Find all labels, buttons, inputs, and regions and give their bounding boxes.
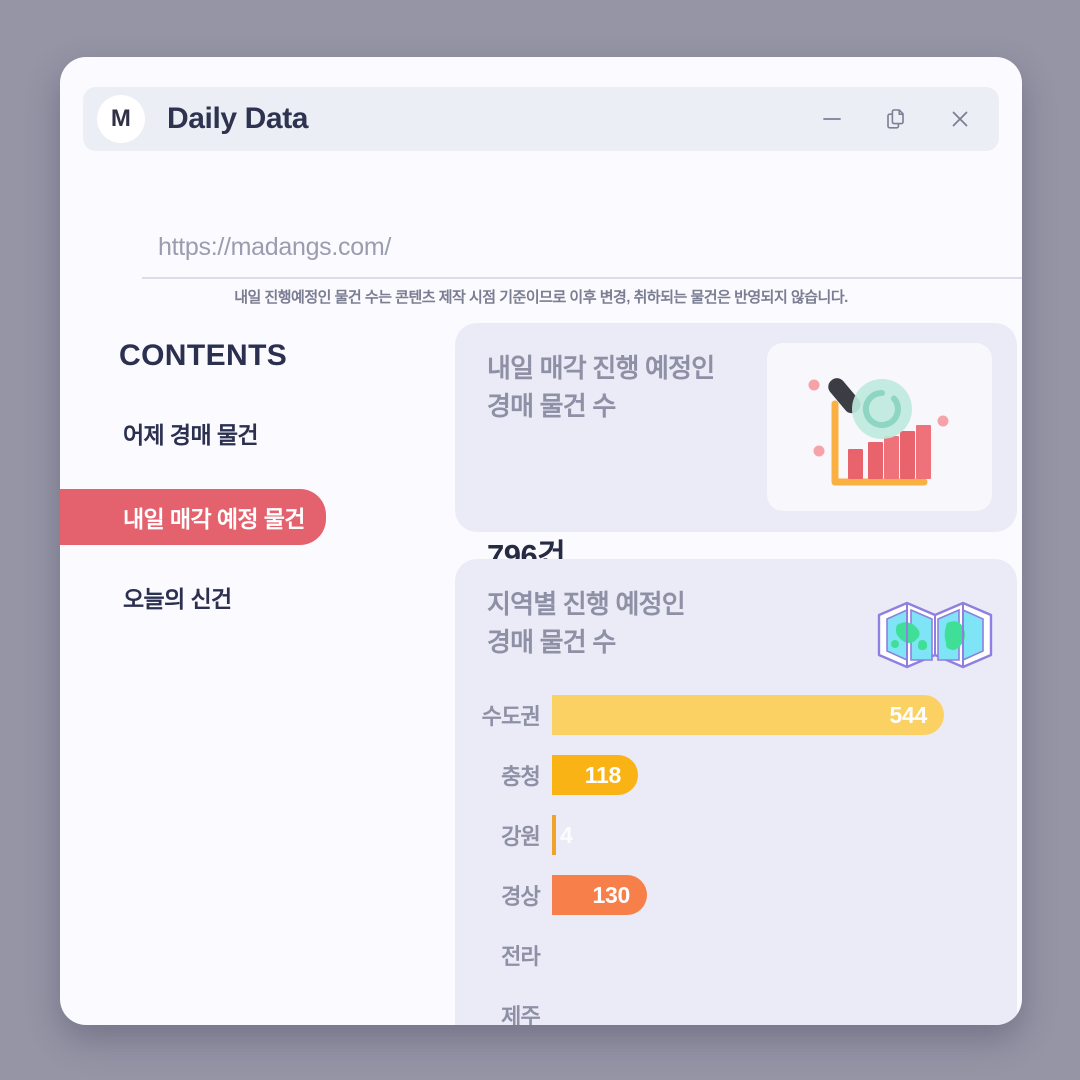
sidebar-item-label: 오늘의 신건 (123, 586, 232, 612)
summary-card: 내일 매각 진행 예정인 경매 물건 수 796건 (455, 323, 1017, 573)
sidebar: CONTENTS 어제 경매 물건 내일 매각 예정 물건 오늘의 신건 (60, 339, 396, 623)
bar-fill: 544 (552, 695, 944, 735)
bar-row: 충청 118 (455, 745, 1017, 805)
region-card: 지역별 진행 예정인 경매 물건 수 (455, 559, 1017, 1025)
page-title: Daily Data (167, 102, 309, 135)
restore-button[interactable] (879, 102, 913, 136)
address-bar[interactable]: https://madangs.com/ (60, 217, 1022, 277)
close-icon (948, 107, 972, 131)
copy-pages-icon (883, 106, 909, 132)
bar-row: 경상 130 (455, 865, 1017, 925)
bar-track (552, 995, 1017, 1025)
avatar: M (97, 95, 145, 143)
bar-fill: 118 (552, 755, 638, 795)
browser-window: M Daily Data (60, 57, 1022, 1025)
summary-card-title: 내일 매각 진행 예정인 경매 물건 수 (487, 353, 715, 422)
bar-label: 전라 (501, 944, 541, 969)
folded-map-icon (875, 597, 995, 673)
bar-fill: 4 (552, 815, 573, 855)
bar-row: 제주 (455, 985, 1017, 1025)
sidebar-item-today-new[interactable]: 오늘의 신건 (60, 571, 396, 623)
minimize-button[interactable] (815, 102, 849, 136)
bar-row: 강원 4 (455, 805, 1017, 865)
url-text: https://madangs.com/ (158, 232, 392, 261)
sidebar-heading: CONTENTS (119, 339, 288, 372)
illustration-tile (767, 343, 992, 511)
region-card-title: 지역별 진행 예정인 경매 물건 수 (487, 589, 686, 658)
bar-label: 경상 (501, 884, 541, 909)
region-bar-chart: 수도권 544 충청 118 강원 (455, 685, 1017, 1025)
bar-track: 118 (552, 755, 1017, 795)
bar-label: 제주 (501, 1004, 541, 1025)
bar-track (552, 935, 1017, 975)
bar-track: 544 (552, 695, 1017, 735)
bar-track: 130 (552, 875, 1017, 915)
bar-value: 118 (584, 761, 622, 788)
bar-label: 수도권 (481, 704, 541, 729)
bar-track: 4 (552, 815, 1017, 855)
minimize-icon (820, 107, 844, 131)
address-bar-divider (142, 277, 1022, 279)
bar-row: 전라 (455, 925, 1017, 985)
bar-value: 4 (560, 821, 573, 848)
title-bar: M Daily Data (83, 87, 999, 151)
magnifier-bar-chart-icon (767, 378, 992, 515)
bar-fill: 130 (552, 875, 647, 915)
bar-row: 수도권 544 (455, 685, 1017, 745)
bar-label: 강원 (501, 824, 541, 849)
bar-label: 충청 (501, 764, 541, 789)
sidebar-item-label: 내일 매각 예정 물건 (123, 506, 305, 532)
sidebar-item-tomorrow-sale[interactable]: 내일 매각 예정 물건 (60, 489, 326, 545)
close-button[interactable] (943, 102, 977, 136)
notice-text: 내일 진행예정인 물건 수는 콘텐츠 제작 시점 기준이므로 이후 변경, 취하… (234, 289, 848, 306)
sidebar-item-yesterday[interactable]: 어제 경매 물건 (60, 407, 396, 459)
bar-value: 544 (889, 701, 928, 728)
sidebar-item-label: 어제 경매 물건 (123, 422, 259, 448)
window-controls (815, 102, 977, 136)
bar-value: 130 (592, 881, 631, 908)
